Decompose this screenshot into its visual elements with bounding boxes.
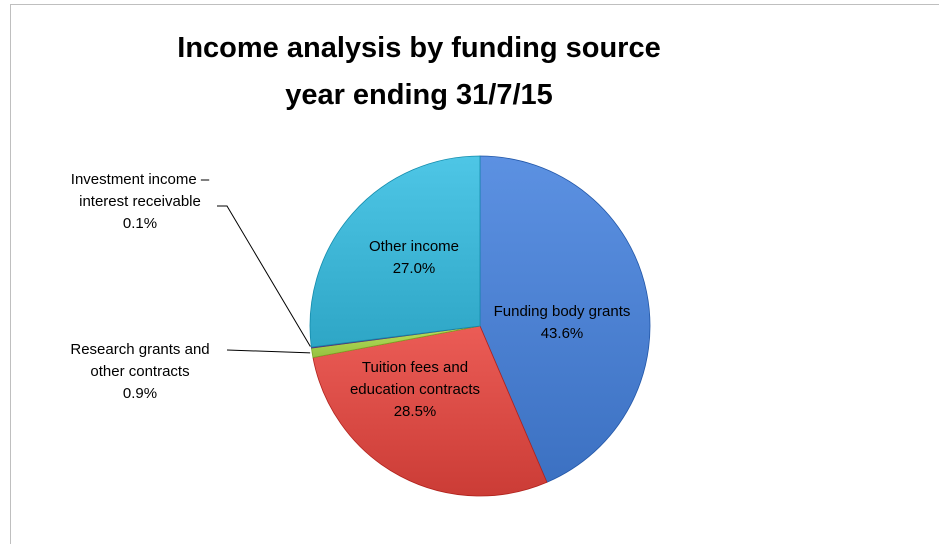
slice-label-other-income: Other income 27.0% — [369, 238, 459, 277]
leader-line — [226, 349, 311, 354]
slice-label-investment-income: Investment income – interest receivable 0.… — [71, 171, 210, 232]
chart-area — [10, 4, 939, 544]
pie-slices — [309, 155, 651, 497]
slice-label-research-grants: Research grants and other contracts 0.9% — [70, 341, 209, 402]
slice-labels: Funding body grants 43.6% Tuition fees and… — [70, 171, 630, 420]
pie-slice — [309, 155, 481, 348]
slice-label-funding-body-grants: Funding body grants 43.6% — [494, 303, 631, 342]
chart-title-line: Income analysis by funding source — [177, 32, 660, 64]
pie-slice — [479, 155, 651, 483]
pie-slice — [312, 325, 548, 497]
leader-line — [217, 205, 311, 347]
chart-title: Income analysis by funding source year en… — [177, 32, 660, 111]
slice-label-tuition-fees: Tuition fees and education contracts 28.5% — [350, 359, 480, 420]
leader-lines — [217, 205, 311, 354]
chart-title-line: year ending 31/7/15 — [285, 79, 553, 111]
